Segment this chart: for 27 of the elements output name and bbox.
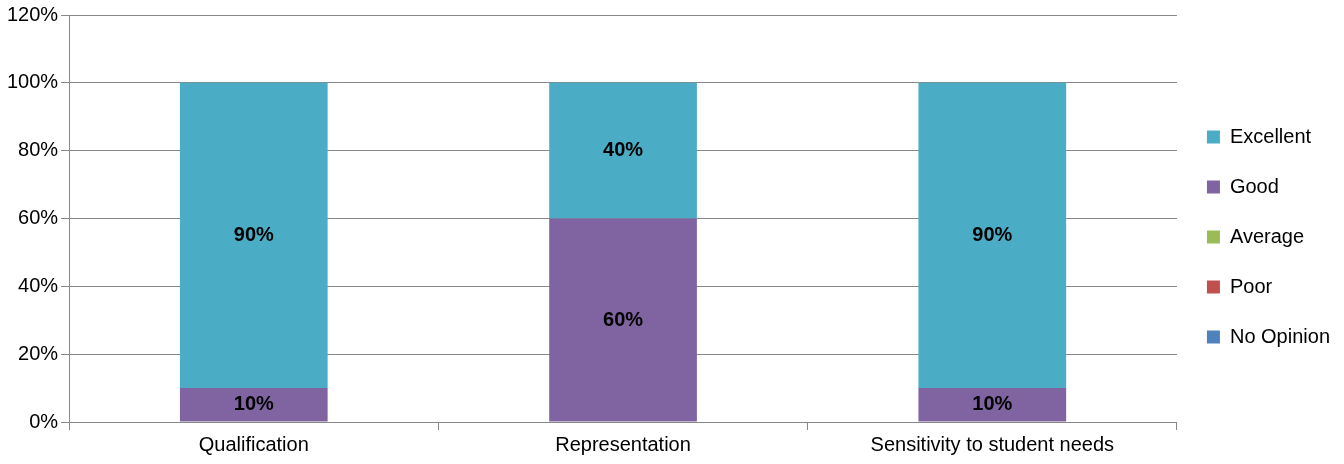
legend-label: Average <box>1229 224 1305 247</box>
bar <box>549 218 697 422</box>
data-label: 40% <box>603 138 644 161</box>
data-label: 10% <box>972 392 1013 415</box>
bar <box>179 82 328 389</box>
data-label: 10% <box>233 392 275 415</box>
data-label: 90% <box>972 222 1013 245</box>
y-tick-label: 0% <box>29 409 59 432</box>
y-tick-label: 100% <box>7 70 59 93</box>
legend-label: Good <box>1229 174 1279 197</box>
data-label: 90% <box>233 222 275 245</box>
y-tick-label: 120% <box>7 2 59 25</box>
legend-label: Excellent <box>1229 124 1312 147</box>
y-tick-label: 80% <box>18 138 59 161</box>
bar <box>179 388 328 422</box>
bar <box>918 82 1067 389</box>
y-tick-label: 20% <box>18 341 59 364</box>
x-tick-label: Sensitivity to student needs <box>870 432 1115 455</box>
legend-label: No Opinion <box>1229 324 1330 347</box>
data-label: 60% <box>603 307 644 330</box>
bar <box>549 82 697 219</box>
bar <box>918 388 1067 422</box>
y-tick-label: 40% <box>18 273 59 296</box>
x-tick-label: Representation <box>555 432 691 455</box>
legend-label: Poor <box>1229 274 1273 297</box>
x-tick-label: Qualification <box>198 432 309 455</box>
y-tick-label: 60% <box>18 206 59 229</box>
